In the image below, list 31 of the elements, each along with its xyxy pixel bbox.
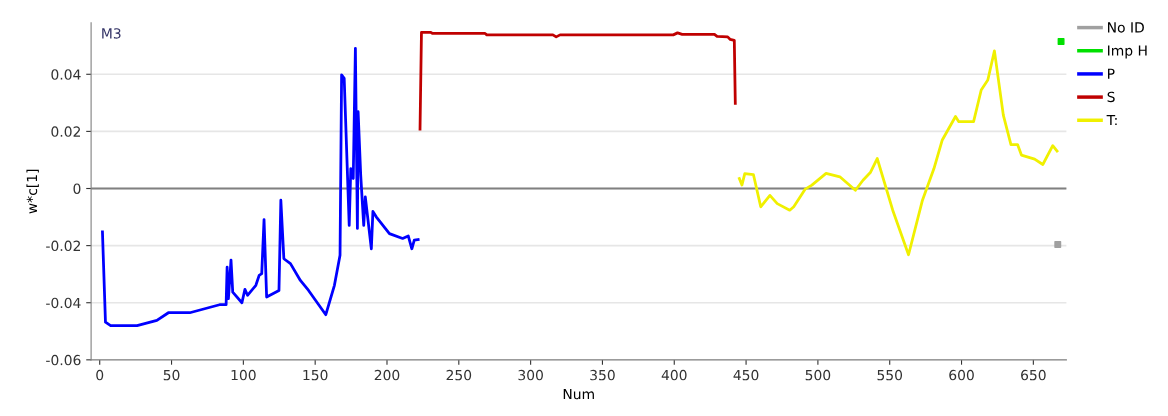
x-tick-label: 150 [303,369,328,381]
x-tick-label: 0 [96,369,104,381]
x-tick-label: 550 [877,369,903,381]
y-tick-label: 0 [73,183,81,194]
x-tick-label: 300 [518,369,543,381]
y-tick-label: -0.02 [46,240,80,252]
x-tick-label: 50 [163,369,180,381]
y-tick-label: -0.04 [46,297,81,309]
legend-label: No ID [1108,22,1144,33]
x-tick-label: 650 [1021,369,1046,381]
legend-label: P [1108,68,1115,79]
x-tick-label: 250 [446,369,472,381]
x-axis-title: Num [563,388,594,400]
x-tick-label: 100 [231,369,256,381]
legend-label: Imp H [1108,45,1147,59]
y-tick-label: -0.06 [46,354,81,366]
y-tick-label: 0.04 [51,69,81,80]
x-tick-label: 600 [949,369,974,381]
x-tick-label: 350 [590,369,615,381]
x-tick-label: 500 [805,369,831,381]
x-tick-label: 400 [661,369,687,381]
x-tick-label: 200 [374,369,400,381]
y-tick-label: 0.02 [51,126,80,137]
annotation: M3 [102,28,121,39]
legend-label: T: [1106,114,1117,126]
x-tick-label: 450 [733,369,759,381]
line-series [101,46,420,327]
line-series [737,49,1059,257]
line-series [418,30,737,131]
legend-label: S [1107,91,1115,103]
y-axis-title: w*c[1] [26,169,39,214]
